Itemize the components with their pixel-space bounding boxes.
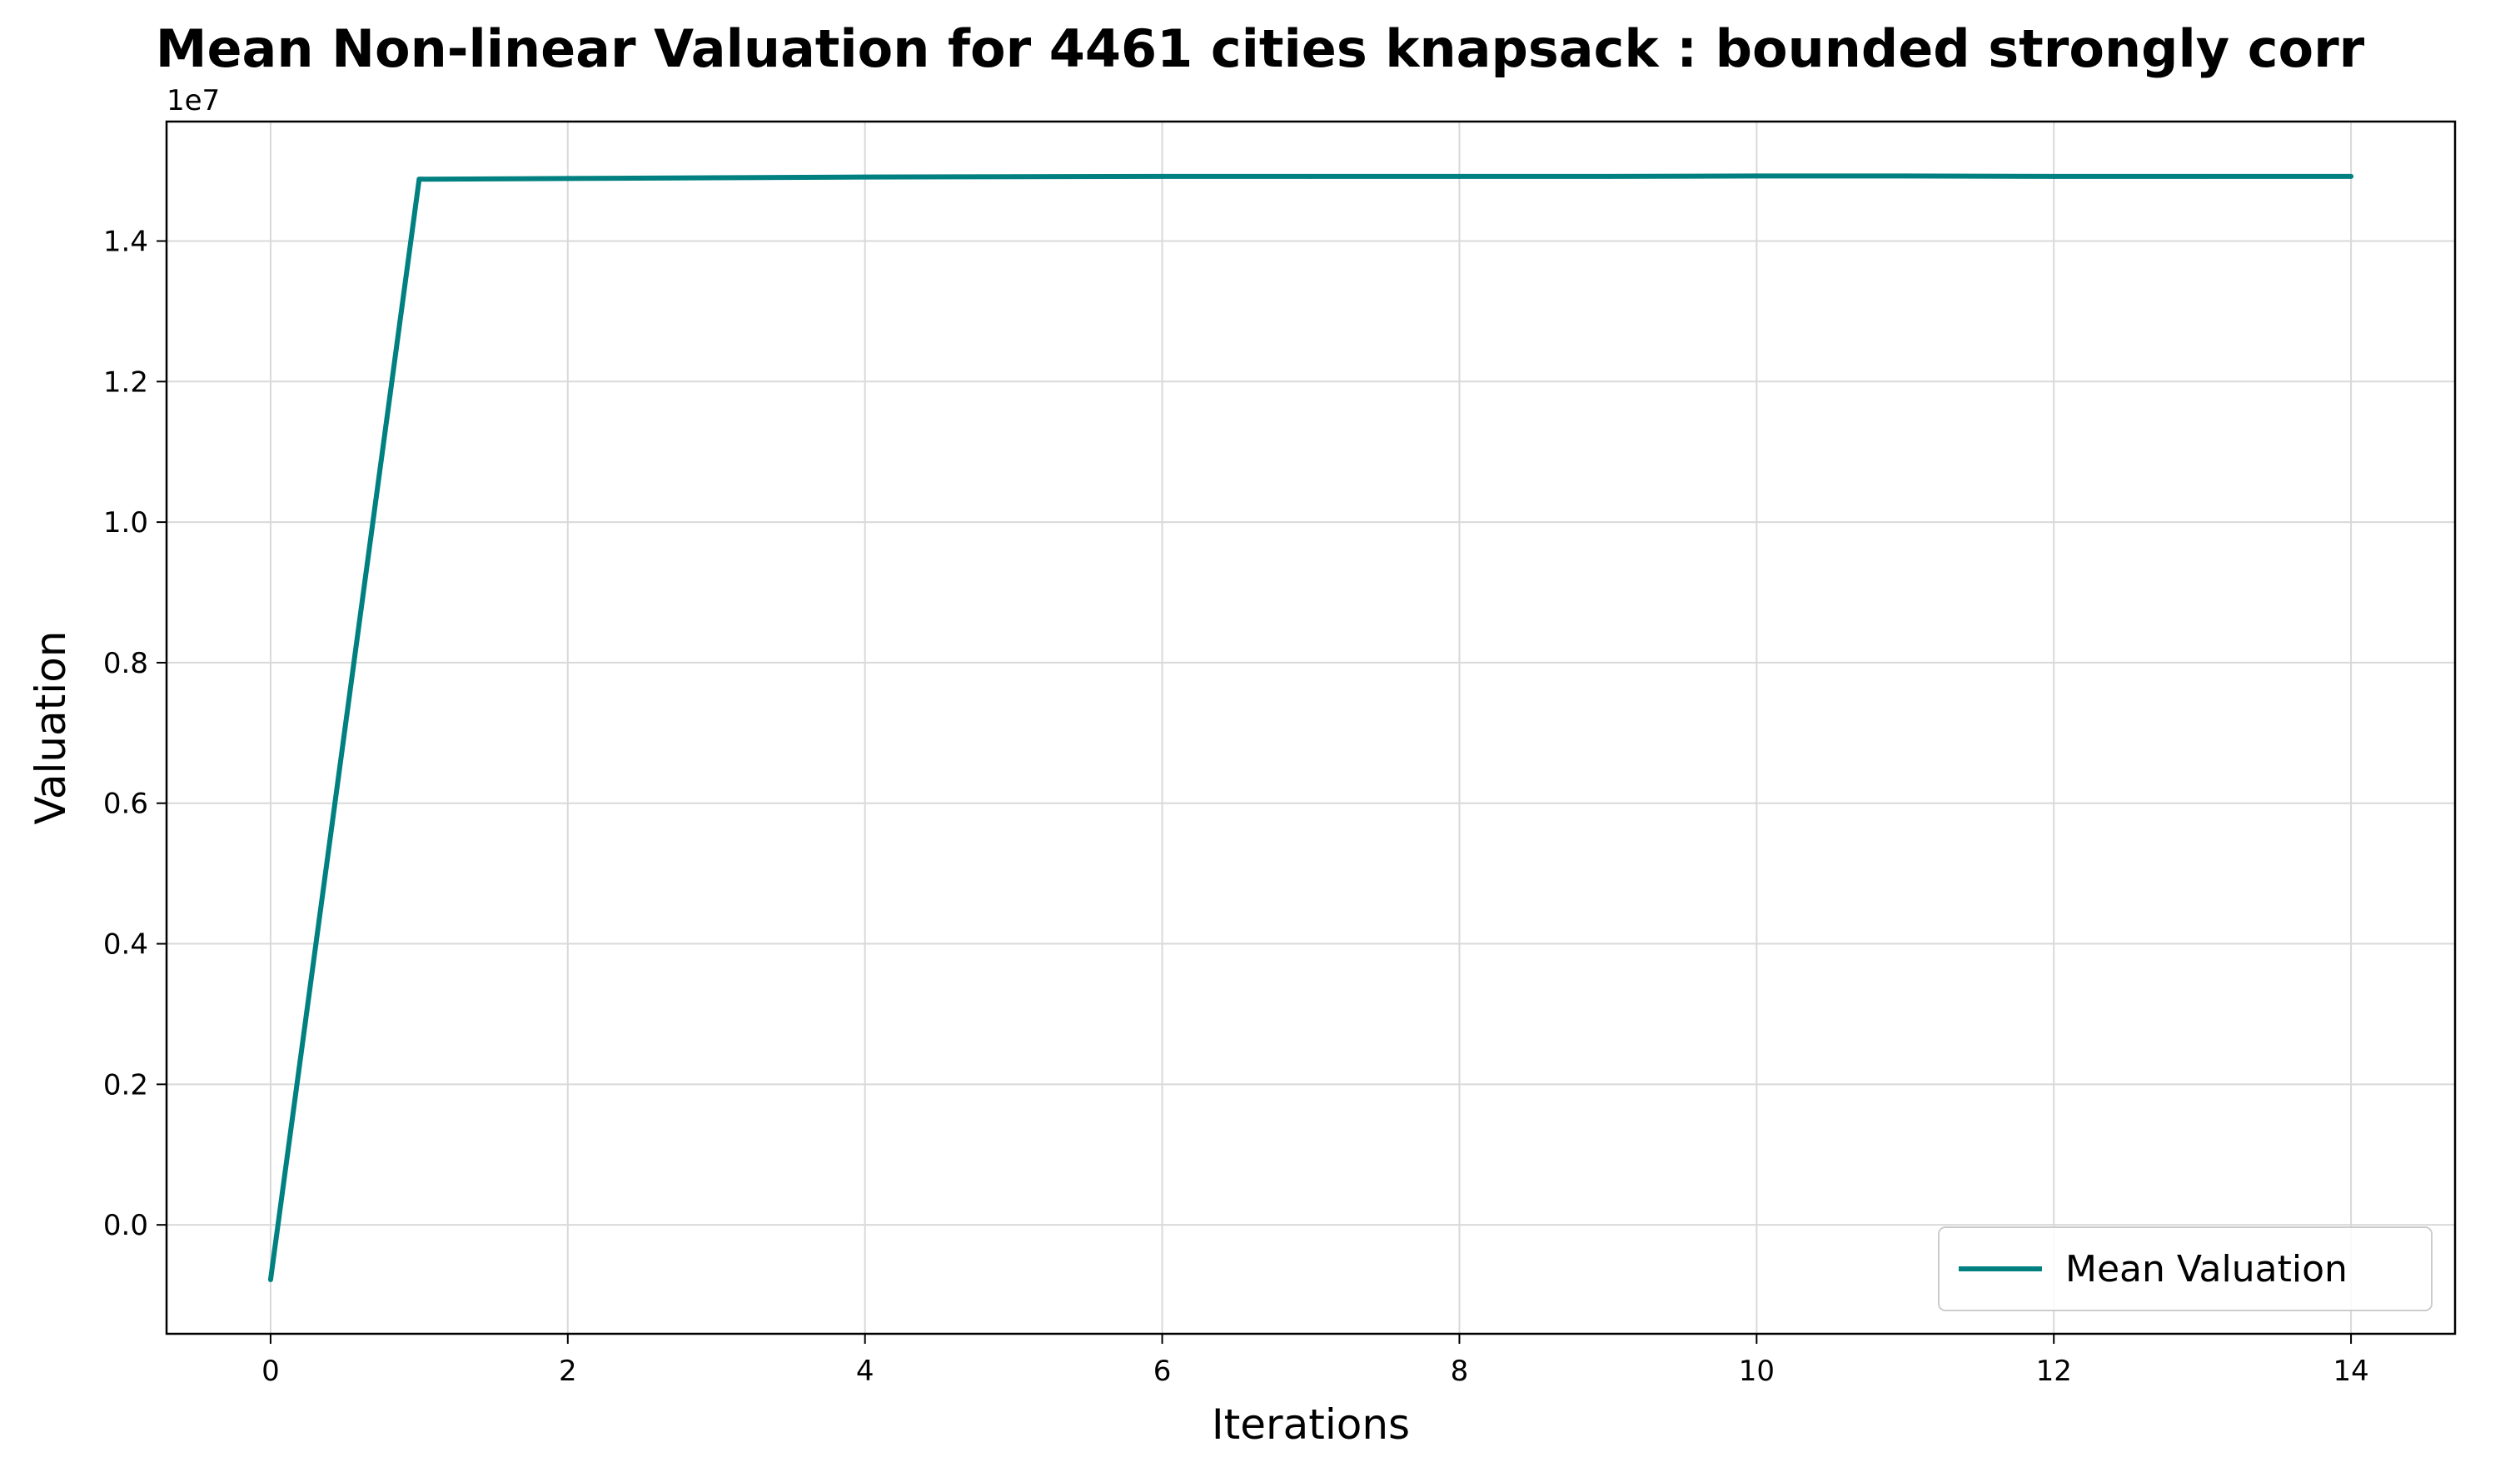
y-tick-label: 0.4: [103, 928, 148, 962]
data-point: [2051, 173, 2057, 179]
data-point: [714, 175, 720, 181]
data-point: [1754, 173, 1760, 179]
chart-title: Mean Non-linear Valuation for 4461 citie…: [156, 18, 2365, 79]
y-axis: 0.0 0.2 0.4 0.6 0.8 1.0 1.2 1.4: [103, 225, 167, 1242]
series-line-mean-valuation: [267, 173, 2352, 1281]
data-point: [1902, 173, 1908, 179]
y-axis-label: Valuation: [27, 631, 75, 825]
x-tick-label: 6: [1153, 1355, 1172, 1388]
plot-area-frame: [165, 120, 2457, 1335]
x-tick-label: 2: [559, 1355, 577, 1388]
x-axis-label: Iterations: [1212, 1400, 1410, 1449]
legend-label: Mean Valuation: [2065, 1248, 2348, 1291]
y-tick-label: 1.2: [103, 366, 148, 399]
data-point: [1159, 173, 1165, 179]
y-tick-label: 0.8: [103, 647, 148, 680]
x-axis: 0 2 4 6 8 10 12 14: [261, 1334, 2369, 1388]
data-point: [2348, 173, 2354, 179]
x-tick-label: 8: [1451, 1355, 1469, 1388]
legend: Mean Valuation: [1938, 1226, 2433, 1311]
x-tick-label: 10: [1739, 1355, 1775, 1388]
y-tick-label: 0.0: [103, 1209, 148, 1242]
data-point: [1457, 173, 1462, 179]
data-point: [1605, 173, 1611, 179]
y-tick-label: 0.6: [103, 788, 148, 821]
x-tick-label: 4: [856, 1355, 874, 1388]
grid: [167, 122, 2455, 1334]
data-point: [862, 174, 868, 180]
data-point: [416, 177, 422, 182]
x-tick-label: 12: [2036, 1355, 2072, 1388]
x-tick-label: 0: [261, 1355, 280, 1388]
data-point: [2199, 173, 2205, 179]
legend-box: [1938, 1226, 2433, 1311]
data-point: [565, 176, 570, 182]
data-point: [267, 1277, 273, 1283]
x-tick-label: 14: [2333, 1355, 2368, 1388]
y-tick-label: 1.0: [103, 506, 148, 540]
series-layer: [267, 173, 2354, 1283]
y-axis-offset-label: 1e7: [167, 84, 220, 117]
y-tick-label: 0.2: [103, 1068, 148, 1102]
y-tick-label: 1.4: [103, 225, 148, 258]
data-point: [1011, 174, 1017, 180]
data-point: [1308, 173, 1313, 179]
